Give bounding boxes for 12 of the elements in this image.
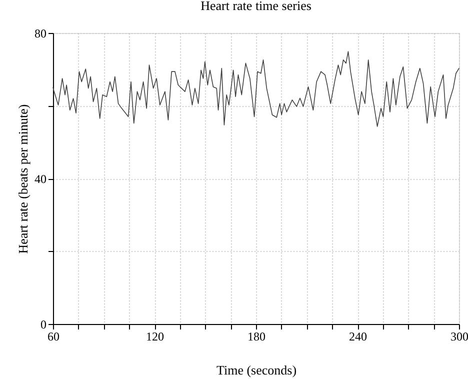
x-axis-title: Time (seconds) — [216, 362, 297, 378]
x-tick-label: 60 — [48, 330, 60, 344]
y-tick-label: 80 — [34, 26, 46, 40]
y-axis-title: Heart rate (beats per minute) — [16, 104, 30, 254]
line-series — [52, 51, 460, 127]
chart-title: Heart rate time series — [200, 0, 312, 13]
x-tick-label: 180 — [248, 330, 266, 344]
y-tick-label: 0 — [40, 318, 46, 332]
y-tick-label: 40 — [34, 172, 46, 186]
x-tick-label: 120 — [146, 330, 164, 344]
x-tick-label: 240 — [349, 330, 367, 344]
x-tick-label: 300 — [450, 330, 468, 344]
